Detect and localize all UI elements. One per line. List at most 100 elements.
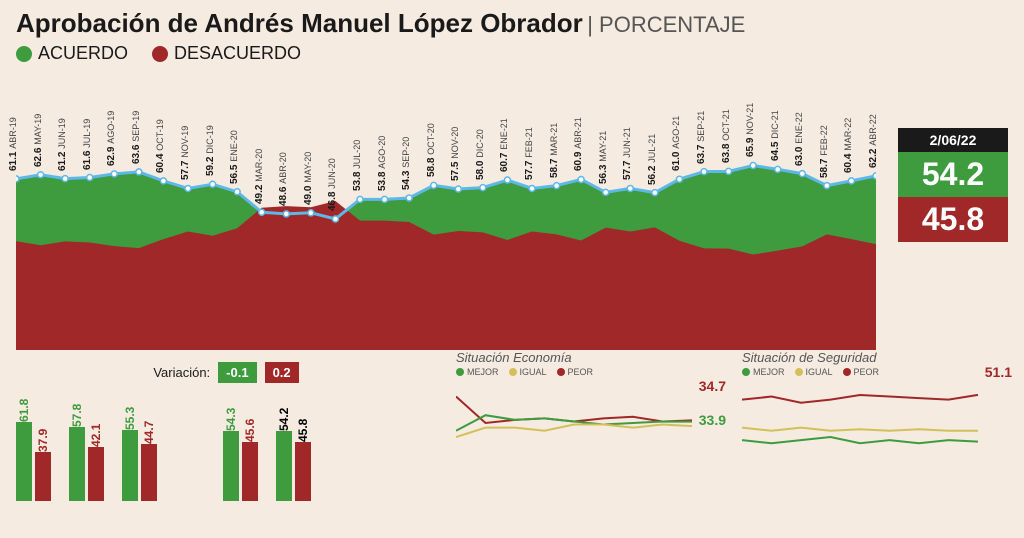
legend-desacuerdo: DESACUERDO xyxy=(152,43,301,64)
data-point-label: 65.9 NOV-21 xyxy=(745,103,756,157)
mini-dot-igual xyxy=(509,368,517,376)
data-point-label: 60.7 ENE-21 xyxy=(499,118,510,172)
data-point-label: 61.6 JUL-19 xyxy=(82,118,93,169)
mini-economy-end-mejor: 33.9 xyxy=(699,412,726,428)
variation-acuerdo: -0.1 xyxy=(218,362,256,383)
data-point-label: 54.3 SEP-20 xyxy=(401,137,412,190)
chart-header: Aprobación de Andrés Manuel López Obrado… xyxy=(0,0,1024,43)
data-point-label: 49.0 MAY-20 xyxy=(303,152,314,205)
mini-legend-mejor: MEJOR xyxy=(456,367,499,377)
variation-row: Variación: -0.1 0.2 xyxy=(16,350,436,391)
variation-desacuerdo: 0.2 xyxy=(265,362,299,383)
mini-legend-peor-s-label: PEOR xyxy=(854,367,880,377)
data-point-label: 61.2 JUN-19 xyxy=(57,118,68,171)
bar-group: 57.842.1 xyxy=(69,427,104,501)
bar-value: 44.7 xyxy=(142,420,156,443)
bar: 57.8 xyxy=(69,427,85,501)
bar: 54.3 xyxy=(223,431,239,501)
bar-value: 45.6 xyxy=(243,419,257,442)
data-point-label: 46.8 JUN-20 xyxy=(327,158,338,211)
legend-desacuerdo-label: DESACUERDO xyxy=(174,43,301,64)
mini-legend-mejor-s-label: MEJOR xyxy=(753,367,785,377)
bar: 55.3 xyxy=(122,430,138,501)
mini-economy-svg xyxy=(456,381,722,451)
bar-group: 54.345.6 xyxy=(223,431,258,501)
grouped-bars: 61.837.957.842.155.344.754.345.654.245.8 xyxy=(16,391,436,501)
bars-section: Variación: -0.1 0.2 61.837.957.842.155.3… xyxy=(16,350,436,501)
bar-value: 37.9 xyxy=(36,429,50,452)
main-title: Aprobación de Andrés Manuel López Obrado… xyxy=(16,8,583,38)
main-area-chart: 61.1 ABR-1962.6 MAY-1961.2 JUN-1961.6 JU… xyxy=(16,70,1008,350)
data-point-label: 57.5 NOV-20 xyxy=(450,127,461,181)
mini-legend-peor: PEOR xyxy=(557,367,594,377)
bar: 44.7 xyxy=(141,444,157,501)
bottom-row: Variación: -0.1 0.2 61.837.957.842.155.3… xyxy=(0,350,1024,501)
legend-acuerdo: ACUERDO xyxy=(16,43,128,64)
data-point-label: 61.0 AGO-21 xyxy=(671,116,682,171)
mini-legend-igual-s: IGUAL xyxy=(795,367,833,377)
dot-acuerdo xyxy=(16,46,32,62)
data-point-label: 57.7 FEB-21 xyxy=(524,128,535,181)
mini-legend-igual-label: IGUAL xyxy=(520,367,547,377)
mini-dot-peor-s xyxy=(843,368,851,376)
data-point-label: 48.6 ABR-20 xyxy=(278,152,289,206)
mini-legend-igual-s-label: IGUAL xyxy=(806,367,833,377)
bar-group: 61.837.9 xyxy=(16,422,51,501)
mini-legend-mejor-s: MEJOR xyxy=(742,367,785,377)
data-point-label: 60.4 OCT-19 xyxy=(155,119,166,173)
variation-label: Variación: xyxy=(153,365,210,380)
mini-dot-igual-s xyxy=(795,368,803,376)
bar-value: 54.3 xyxy=(224,408,238,431)
mini-security-title: Situación de Seguridad xyxy=(742,350,1008,365)
mini-economy-title: Situación Economía xyxy=(456,350,722,365)
data-point-label: 53.8 JUL-20 xyxy=(352,140,363,191)
data-point-label: 58.8 OCT-20 xyxy=(426,124,437,178)
data-point-label: 56.3 MAY-21 xyxy=(598,131,609,184)
data-point-label: 63.0 ENE-22 xyxy=(794,112,805,166)
callout-acuerdo: 54.2 xyxy=(898,152,1008,197)
data-point-label: 59.2 DIC-19 xyxy=(205,125,216,176)
mini-legend-peor-s: PEOR xyxy=(843,367,880,377)
data-point-label: 64.5 DIC-21 xyxy=(770,111,781,162)
mini-dot-peor xyxy=(557,368,565,376)
data-point-label: 61.1 ABR-19 xyxy=(8,117,19,171)
mini-security: Situación de Seguridad MEJOR IGUAL PEOR … xyxy=(742,350,1008,456)
data-point-label: 63.7 SEP-21 xyxy=(696,110,707,163)
data-point-label: 49.2 MAR-20 xyxy=(254,149,265,204)
latest-callout: 2/06/22 54.2 45.8 xyxy=(898,128,1008,242)
data-point-label: 53.8 AGO-20 xyxy=(377,136,388,191)
data-point-label: 56.2 JUL-21 xyxy=(647,133,658,184)
data-point-label: 57.7 NOV-19 xyxy=(180,126,191,180)
mini-dot-mejor-s xyxy=(742,368,750,376)
data-point-label: 62.9 AGO-19 xyxy=(106,111,117,166)
mini-legend-peor-label: PEOR xyxy=(568,367,594,377)
data-point-label: 58.7 FEB-22 xyxy=(819,125,830,178)
bar-value: 42.1 xyxy=(89,424,103,447)
data-point-label: 56.5 ENE-20 xyxy=(229,130,240,184)
bar-value: 57.8 xyxy=(70,403,84,426)
bar-group: 55.344.7 xyxy=(122,430,157,501)
bar: 61.8 xyxy=(16,422,32,501)
bar-value: 45.8 xyxy=(296,419,310,442)
bar: 45.6 xyxy=(242,442,258,501)
mini-security-legend: MEJOR IGUAL PEOR xyxy=(742,367,1008,377)
data-point-label: 58.7 MAR-21 xyxy=(549,122,560,177)
bar-group: 54.245.8 xyxy=(276,431,311,501)
dot-desacuerdo xyxy=(152,46,168,62)
mini-dot-mejor xyxy=(456,368,464,376)
mini-legend-igual: IGUAL xyxy=(509,367,547,377)
bar-value: 55.3 xyxy=(123,407,137,430)
data-point-label: 63.8 OCT-21 xyxy=(721,110,732,164)
mini-security-end-peor: 51.1 xyxy=(985,364,1012,380)
data-point-label: 58.0 DIC-20 xyxy=(475,129,486,180)
bar: 42.1 xyxy=(88,447,104,501)
bar-value: 61.8 xyxy=(17,398,31,421)
mini-economy-end-peor: 34.7 xyxy=(699,378,726,394)
mini-economy-legend: MEJOR IGUAL PEOR xyxy=(456,367,722,377)
bar: 37.9 xyxy=(35,452,51,501)
callout-date: 2/06/22 xyxy=(898,128,1008,152)
data-point-label: 62.6 MAY-19 xyxy=(33,113,44,166)
bar: 54.2 xyxy=(276,431,292,501)
data-point-label: 60.9 ABR-21 xyxy=(573,118,584,172)
subtitle: | PORCENTAJE xyxy=(587,12,745,37)
